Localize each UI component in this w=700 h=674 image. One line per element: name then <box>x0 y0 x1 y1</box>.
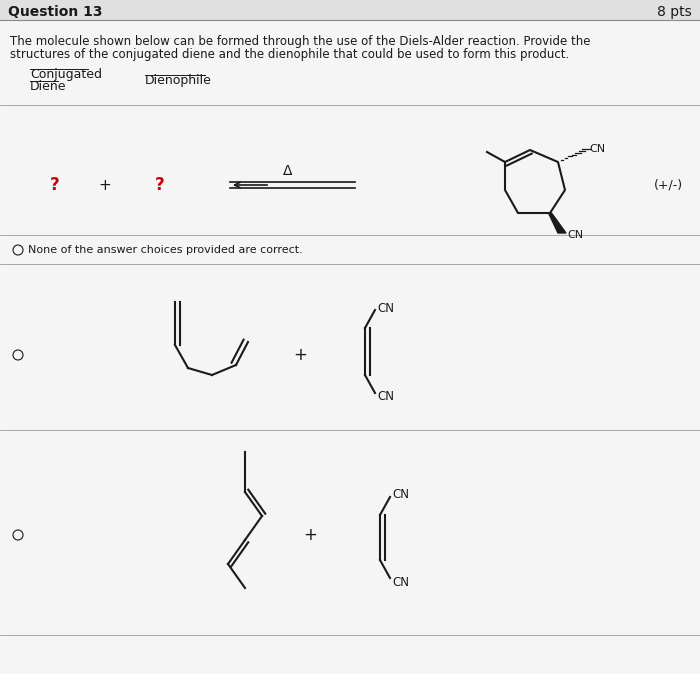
Text: ?: ? <box>50 176 60 194</box>
Text: CN: CN <box>392 576 409 588</box>
Text: ?: ? <box>155 176 165 194</box>
Text: Δ: Δ <box>283 164 293 178</box>
Text: The molecule shown below can be formed through the use of the Diels-Alder reacti: The molecule shown below can be formed t… <box>10 35 591 48</box>
Text: CN: CN <box>589 144 605 154</box>
Text: +: + <box>303 526 317 544</box>
Text: +: + <box>99 177 111 193</box>
Polygon shape <box>549 213 566 233</box>
Text: Question 13: Question 13 <box>8 5 102 19</box>
Text: Dienophile: Dienophile <box>145 74 212 87</box>
Bar <box>0 0 700 20</box>
Text: structures of the conjugated diene and the dienophile that could be used to form: structures of the conjugated diene and t… <box>10 48 569 61</box>
Text: Conjugated: Conjugated <box>30 68 102 81</box>
Text: None of the answer choices provided are correct.: None of the answer choices provided are … <box>28 245 302 255</box>
Text: CN: CN <box>377 301 394 315</box>
Text: 8 pts: 8 pts <box>657 5 692 19</box>
Text: +: + <box>293 346 307 364</box>
Text: Diene: Diene <box>30 80 66 93</box>
Text: CN: CN <box>567 230 583 240</box>
Text: CN: CN <box>377 390 394 404</box>
Text: (+/-): (+/-) <box>653 179 682 191</box>
Text: CN: CN <box>392 487 409 501</box>
